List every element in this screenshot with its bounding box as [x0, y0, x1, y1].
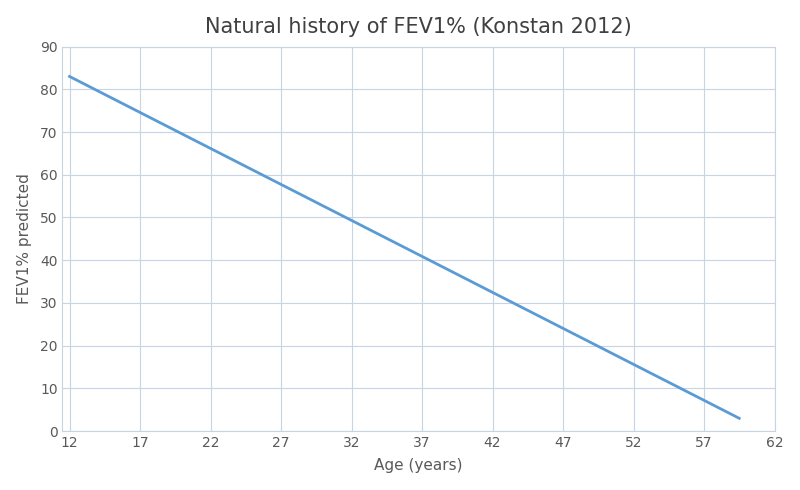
X-axis label: Age (years): Age (years): [374, 458, 462, 473]
Title: Natural history of FEV1% (Konstan 2012): Natural history of FEV1% (Konstan 2012): [205, 17, 632, 37]
Y-axis label: FEV1% predicted: FEV1% predicted: [17, 173, 32, 304]
